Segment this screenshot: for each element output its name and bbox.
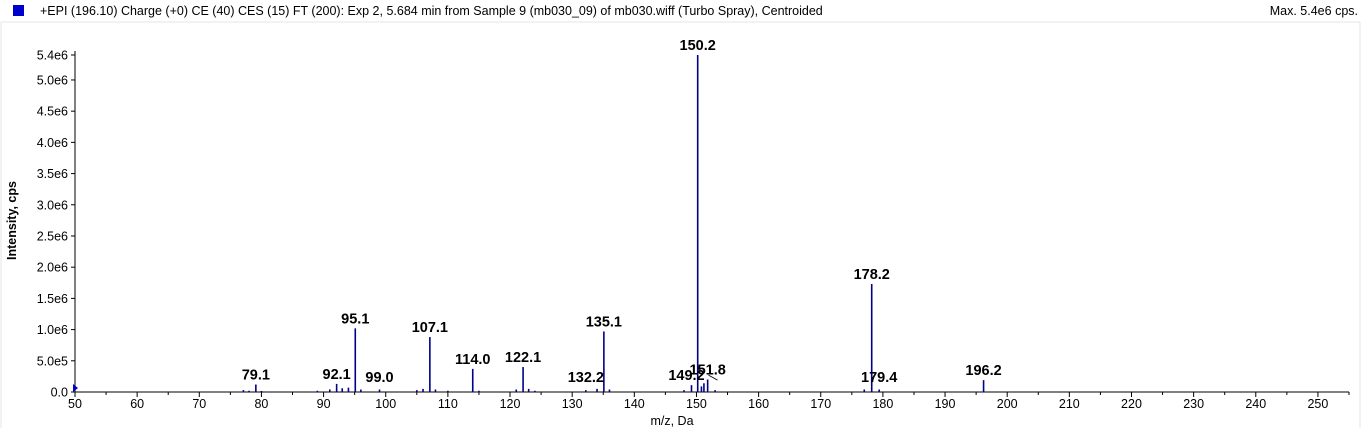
- x-tick-label: 70: [192, 397, 206, 411]
- peak-label: 135.1: [586, 314, 622, 330]
- y-tick-label: 1.5e6: [37, 292, 68, 306]
- y-tick-label: 2.0e6: [37, 261, 68, 275]
- x-tick-label: 100: [375, 397, 396, 411]
- axes-layer: 0.0 5.0e5 1.0e6 1.5e6 2.0e6 2.5e6 3.0e6 3.5e6 4.…: [0, 21, 1361, 428]
- y-tick-label: 4.5e6: [37, 105, 68, 119]
- legend-swatch-icon: [13, 5, 24, 16]
- peak-label: 178.2: [854, 267, 890, 283]
- y-tick-label: 3.5e6: [37, 167, 68, 181]
- x-tick-label: 250: [1307, 397, 1328, 411]
- x-tick-label: 180: [872, 397, 893, 411]
- peak-label: 99.0: [365, 370, 393, 386]
- y-tick-label: 5.0e5: [37, 354, 68, 368]
- x-tick-label: 150: [686, 397, 707, 411]
- y-tick-label: 3.0e6: [37, 198, 68, 212]
- peak-label: 132.2: [568, 370, 604, 386]
- y-tick-label: 5.0e6: [37, 73, 68, 87]
- peak-label: 150.2: [680, 38, 716, 54]
- x-tick-label: 90: [317, 397, 331, 411]
- x-tick-label: 130: [562, 397, 583, 411]
- x-tick-label: 170: [810, 397, 831, 411]
- x-tick-label: 160: [748, 397, 769, 411]
- peak-label: 149.2: [668, 368, 704, 384]
- peak-label: 179.4: [861, 370, 897, 386]
- y-tick-label: 2.5e6: [37, 229, 68, 243]
- x-tick-label: 80: [254, 397, 268, 411]
- peaks-layer: [242, 55, 985, 392]
- peak-labels-layer: 79.1 92.1 95.1 99.0 107.1 114.0 122.1 132.2 135.…: [242, 38, 1002, 386]
- x-tick-label: 220: [1121, 397, 1142, 411]
- chart-header: +EPI (196.10) Charge (+0) CE (40) CES (1…: [0, 0, 1362, 26]
- x-tick-label: 110: [438, 397, 458, 411]
- x-tick-label: 200: [997, 397, 1018, 411]
- y-tick-label: 4.0e6: [37, 136, 68, 150]
- peak-label: 114.0: [455, 352, 491, 368]
- peak-label: 151.8: [690, 363, 726, 379]
- y-axis-title: Intensity, cps: [5, 181, 19, 260]
- x-tick-label: 230: [1183, 397, 1204, 411]
- origin-marker-icon: [73, 384, 78, 392]
- x-tick-label: 120: [500, 397, 521, 411]
- y-tick-label: 0.0: [51, 386, 68, 400]
- max-intensity-label: Max. 5.4e6 cps.: [1269, 4, 1358, 18]
- peak-label: 196.2: [965, 363, 1001, 379]
- peak-label: 79.1: [242, 368, 270, 384]
- peak-label: 122.1: [505, 350, 541, 366]
- peak-label: 95.1: [341, 311, 369, 327]
- chart-title: +EPI (196.10) Charge (+0) CE (40) CES (1…: [40, 4, 823, 18]
- peak-label-leader-line: [708, 374, 718, 381]
- peak-label: 107.1: [412, 320, 448, 336]
- y-tick-label: 1.0e6: [37, 323, 68, 337]
- x-tick-label: 60: [130, 397, 144, 411]
- y-tick-label: 5.4e6: [37, 49, 68, 63]
- peak-label: 92.1: [323, 367, 351, 383]
- x-tick-label: 190: [935, 397, 956, 411]
- x-tick-label: 140: [624, 397, 645, 411]
- x-tick-label: 50: [68, 397, 82, 411]
- x-tick-label: 210: [1059, 397, 1080, 411]
- x-axis-title: m/z, Da: [650, 414, 693, 428]
- x-tick-label: 240: [1245, 397, 1266, 411]
